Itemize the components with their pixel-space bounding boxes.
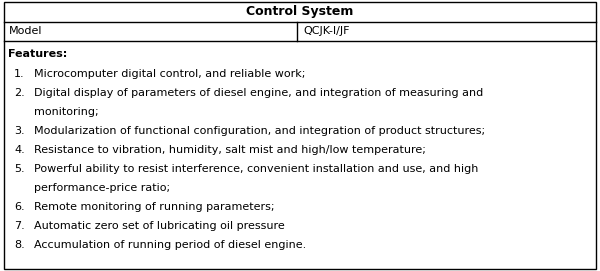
Text: Automatic zero set of lubricating oil pressure: Automatic zero set of lubricating oil pr… (34, 221, 285, 231)
Text: Digital display of parameters of diesel engine, and integration of measuring and: Digital display of parameters of diesel … (34, 88, 483, 98)
Text: 6.: 6. (14, 202, 25, 212)
Text: Microcomputer digital control, and reliable work;: Microcomputer digital control, and relia… (34, 69, 305, 79)
Text: Features:: Features: (8, 49, 67, 59)
Text: 4.: 4. (14, 145, 25, 155)
Text: Model: Model (9, 27, 43, 37)
Text: Powerful ability to resist interference, convenient installation and use, and hi: Powerful ability to resist interference,… (34, 164, 478, 174)
Text: QCJK-I/JF: QCJK-I/JF (303, 27, 350, 37)
Text: Modularization of functional configuration, and integration of product structure: Modularization of functional configurati… (34, 126, 485, 136)
Text: Remote monitoring of running parameters;: Remote monitoring of running parameters; (34, 202, 275, 212)
Text: 2.: 2. (14, 88, 25, 98)
Text: 7.: 7. (14, 221, 25, 231)
Text: Resistance to vibration, humidity, salt mist and high/low temperature;: Resistance to vibration, humidity, salt … (34, 145, 426, 155)
Text: Control System: Control System (247, 5, 353, 18)
Text: Accumulation of running period of diesel engine.: Accumulation of running period of diesel… (34, 240, 306, 250)
Text: performance-price ratio;: performance-price ratio; (34, 183, 170, 193)
Text: 3.: 3. (14, 126, 25, 136)
Text: monitoring;: monitoring; (34, 107, 98, 117)
Text: 5.: 5. (14, 164, 25, 174)
Text: 8.: 8. (14, 240, 25, 250)
Text: 1.: 1. (14, 69, 25, 79)
